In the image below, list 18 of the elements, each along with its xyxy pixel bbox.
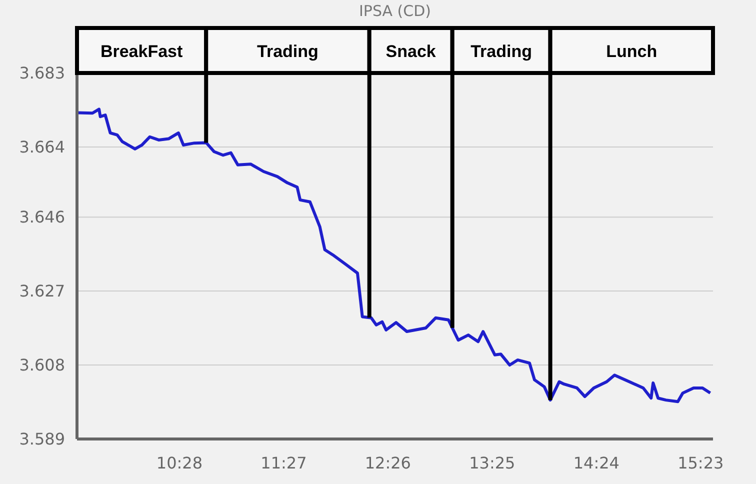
x-tick-label: 13:25 xyxy=(469,453,516,472)
x-tick-label: 14:24 xyxy=(573,453,620,472)
x-tick-label: 12:26 xyxy=(364,453,411,472)
y-tick-label: 3.627 xyxy=(19,282,65,301)
y-tick-label: 3.589 xyxy=(19,430,65,449)
text: Trading xyxy=(470,42,532,61)
text: Trading xyxy=(257,42,318,61)
y-tick-label: 3.646 xyxy=(19,208,65,227)
x-tick-label: 15:23 xyxy=(678,453,724,472)
y-tick-label: 3.683 xyxy=(19,64,65,83)
y-tick-label: 3.608 xyxy=(19,356,65,375)
text: Lunch xyxy=(606,42,658,61)
text: Snack xyxy=(386,42,436,61)
text: BreakFast xyxy=(100,42,183,61)
chart-title: IPSA (CD) xyxy=(358,2,432,20)
y-tick-label: 3.664 xyxy=(19,138,65,157)
x-tick-label: 11:27 xyxy=(260,453,307,472)
x-tick-label: 10:28 xyxy=(156,453,203,472)
